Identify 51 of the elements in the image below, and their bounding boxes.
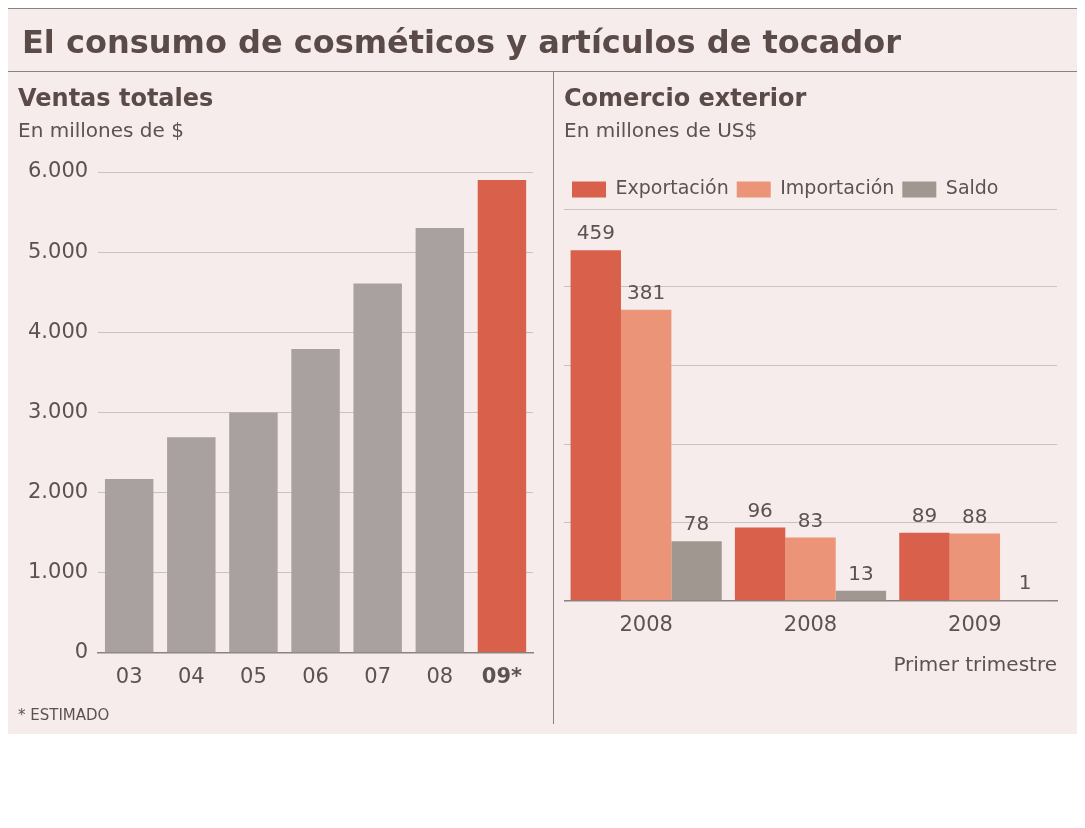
bar — [620, 309, 672, 601]
bar — [229, 412, 278, 653]
bar — [835, 590, 887, 601]
bar — [415, 228, 465, 653]
x-tick-label: 2008 — [619, 611, 673, 636]
x-tick-label: 04 — [177, 663, 205, 688]
chart-title: Comercio exterior — [564, 84, 808, 112]
y-axis-title: En millones de US$ — [564, 118, 759, 142]
legend-label: Importación — [780, 176, 895, 199]
y-axis-title: En millones de $ — [18, 118, 185, 142]
data-label: 89 — [911, 503, 938, 528]
y-tick-label: 4.000 — [27, 318, 89, 343]
text: * ESTIMADO — [18, 706, 111, 724]
bar — [785, 537, 836, 601]
y-tick-label: 5.000 — [27, 238, 89, 263]
data-label: 459 — [576, 220, 615, 245]
data-label: 1 — [1018, 570, 1032, 595]
legend-label: Exportación — [615, 176, 729, 199]
x-tick-label: 06 — [302, 663, 329, 688]
y-tick-label: 2.000 — [27, 478, 89, 503]
chart-title: El consumo de cosméticos y artículos de tocador — [8, 8, 1077, 72]
y-tick-label: 0 — [74, 639, 89, 664]
y-tick-label: 1.000 — [27, 559, 89, 584]
x-tick-label: 07 — [364, 663, 392, 688]
x-tick-label: 2009 — [948, 611, 1002, 636]
legend-label: Saldo — [945, 176, 999, 199]
bar — [570, 250, 621, 601]
bar — [353, 283, 402, 653]
bar — [671, 541, 722, 601]
data-label: 88 — [962, 503, 988, 528]
data-label: 381 — [627, 280, 666, 305]
x-axis-title: Primer trimestre — [893, 652, 1057, 677]
bar — [477, 180, 527, 653]
bar — [899, 532, 950, 601]
data-label: 83 — [797, 507, 824, 532]
x-tick-label: 05 — [240, 663, 267, 688]
bar — [949, 533, 1001, 601]
x-tick-label: 09* — [481, 663, 523, 688]
x-tick-label: 03 — [115, 663, 143, 688]
data-label: 78 — [683, 511, 710, 536]
bar — [167, 437, 216, 653]
data-label: 13 — [848, 561, 874, 586]
bar — [734, 527, 786, 601]
bar — [291, 349, 340, 653]
x-tick-label: 08 — [426, 663, 454, 688]
y-tick-label: 3.000 — [27, 398, 89, 423]
y-tick-label: 6.000 — [27, 158, 89, 183]
bar — [104, 478, 154, 653]
x-tick-label: 2008 — [783, 611, 838, 636]
chart-subtitle: Ventas totales — [18, 84, 215, 112]
data-label: 96 — [747, 497, 773, 522]
